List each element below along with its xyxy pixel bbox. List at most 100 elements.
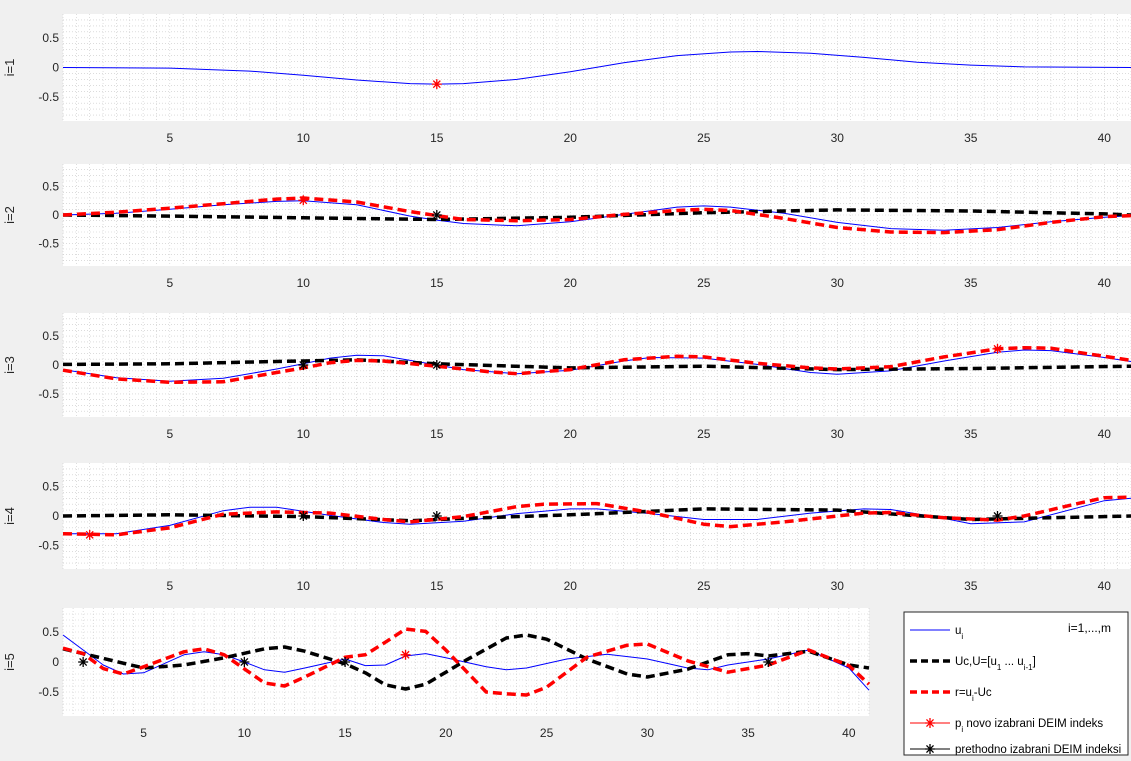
series-r bbox=[62, 627, 871, 697]
x-tick-label: 30 bbox=[831, 276, 845, 290]
marker-p_prev bbox=[431, 511, 442, 521]
y-tick-label: 0.5 bbox=[42, 180, 59, 194]
legend-index-note: i=1,...,m bbox=[1068, 621, 1111, 635]
marker-p_new bbox=[992, 343, 1003, 354]
grid bbox=[62, 14, 1131, 121]
marker-p_prev bbox=[340, 657, 351, 667]
legend-label-text: ... u bbox=[1001, 656, 1023, 668]
x-tick-label: 5 bbox=[166, 131, 173, 145]
marker-p_prev bbox=[431, 360, 442, 370]
legend-label: prethodno izabrani DEIM indeksi bbox=[955, 744, 1121, 756]
marker-p_prev bbox=[992, 511, 1003, 521]
grid bbox=[62, 463, 1131, 569]
y-tick-label: 0 bbox=[52, 208, 59, 222]
x-tick-label: 40 bbox=[1098, 131, 1112, 145]
grid bbox=[62, 164, 1131, 266]
subplot-5: 5 10 15 20 25 30 35 40 0.5 0 -0.5 i=5 bbox=[2, 608, 871, 740]
x-tick-label: 5 bbox=[166, 427, 173, 441]
legend-label-subscript: i-1 bbox=[1024, 663, 1033, 672]
y-tick-label: 0 bbox=[52, 358, 59, 372]
marker-p_new bbox=[84, 529, 95, 540]
y-tick-label: 0 bbox=[52, 61, 59, 75]
legend-box bbox=[903, 611, 1129, 756]
x-tick-label: 30 bbox=[641, 726, 655, 740]
x-tick-label: 15 bbox=[430, 276, 444, 290]
series-r bbox=[62, 345, 1131, 385]
y-tick-label: 0.5 bbox=[42, 329, 59, 343]
legend-label: Uc,U=[u1 ... ui-1] bbox=[955, 656, 1036, 672]
x-tick-label: 35 bbox=[741, 726, 755, 740]
x-tick-label: 10 bbox=[297, 427, 311, 441]
x-tick-label: 25 bbox=[540, 726, 554, 740]
x-tick-label: 40 bbox=[1098, 276, 1112, 290]
x-tick-label: 35 bbox=[964, 427, 978, 441]
x-tick-label: 20 bbox=[564, 276, 578, 290]
legend-label-text: Uc,U=[u bbox=[955, 656, 997, 668]
y-tick-label: -0.5 bbox=[38, 90, 59, 104]
marker-p_prev bbox=[431, 210, 442, 220]
subplot-2: 5 10 15 20 25 30 35 40 0.5 0 -0.5 i=2 bbox=[2, 164, 1131, 290]
x-tick-label: 35 bbox=[964, 579, 978, 593]
legend-entry-uc: Uc,U=[u1 ... ui-1] bbox=[910, 656, 1036, 672]
subplot-4: 5 10 15 20 25 30 35 40 0.5 0 -0.5 i=4 bbox=[2, 463, 1131, 593]
series-u bbox=[62, 634, 870, 691]
marker-p_prev bbox=[239, 657, 250, 667]
x-tick-label: 20 bbox=[564, 131, 578, 145]
x-tick-label: 5 bbox=[166, 276, 173, 290]
x-tick-label: 15 bbox=[338, 726, 352, 740]
legend-label-text: ] bbox=[1033, 656, 1036, 668]
legend-label-subscript: 1 bbox=[997, 663, 1002, 672]
x-tick-label: 10 bbox=[238, 726, 252, 740]
legend-label-text: r=u bbox=[955, 687, 972, 699]
series-r bbox=[62, 196, 1131, 235]
marker-p_prev bbox=[298, 511, 309, 521]
subplot-1: 5 10 15 20 25 30 35 40 0.5 0 -0.5 i=1 bbox=[2, 14, 1131, 145]
x-tick-label: 10 bbox=[297, 276, 311, 290]
legend-label-subscript: i bbox=[972, 694, 974, 703]
legend-label-text: -Uc bbox=[974, 687, 992, 699]
x-tick-label: 25 bbox=[697, 131, 711, 145]
x-tick-label: 20 bbox=[564, 427, 578, 441]
marker-p_prev bbox=[298, 360, 309, 370]
x-tick-label: 40 bbox=[1098, 427, 1112, 441]
x-tick-label: 35 bbox=[964, 276, 978, 290]
y-tick-label: -0.5 bbox=[38, 387, 59, 401]
marker-p_new bbox=[431, 79, 442, 90]
x-tick-label: 30 bbox=[831, 579, 845, 593]
legend-label-text: novo izabrani DEIM indeks bbox=[963, 718, 1103, 730]
x-tick-label: 20 bbox=[439, 726, 453, 740]
y-tick-label: -0.5 bbox=[38, 538, 59, 552]
legend-entry-u: ui bbox=[910, 625, 963, 641]
x-tick-label: 25 bbox=[697, 276, 711, 290]
x-tick-label: 5 bbox=[166, 579, 173, 593]
series-u bbox=[62, 51, 1131, 85]
x-tick-label: 5 bbox=[140, 726, 147, 740]
x-tick-label: 10 bbox=[297, 579, 311, 593]
y-axis-label: i=3 bbox=[2, 356, 17, 374]
legend-entry-p_new: pi novo izabrani DEIM indeks bbox=[910, 718, 1103, 734]
x-tick-label: 25 bbox=[697, 427, 711, 441]
legend-label-text: p bbox=[955, 718, 961, 730]
y-tick-label: 0 bbox=[52, 655, 59, 669]
legend-label-text: prethodno izabrani DEIM indeksi bbox=[955, 744, 1121, 756]
x-tick-label: 15 bbox=[430, 579, 444, 593]
legend-marker bbox=[925, 744, 935, 754]
y-axis-label: i=1 bbox=[2, 59, 17, 77]
legend-marker bbox=[925, 718, 935, 728]
y-tick-label: 0.5 bbox=[42, 625, 59, 639]
y-axis-label: i=5 bbox=[2, 653, 17, 671]
legend-label-subscript: i bbox=[961, 725, 963, 734]
x-tick-label: 35 bbox=[964, 131, 978, 145]
x-tick-label: 30 bbox=[831, 427, 845, 441]
y-tick-label: -0.5 bbox=[38, 685, 59, 699]
legend-label: ui bbox=[955, 625, 963, 641]
y-tick-label: 0.5 bbox=[42, 31, 59, 45]
x-tick-label: 40 bbox=[1098, 579, 1112, 593]
x-tick-label: 40 bbox=[842, 726, 856, 740]
series-uc bbox=[62, 633, 870, 691]
series-uc bbox=[62, 358, 1131, 372]
marker-p_new bbox=[400, 649, 411, 660]
x-tick-label: 15 bbox=[430, 131, 444, 145]
